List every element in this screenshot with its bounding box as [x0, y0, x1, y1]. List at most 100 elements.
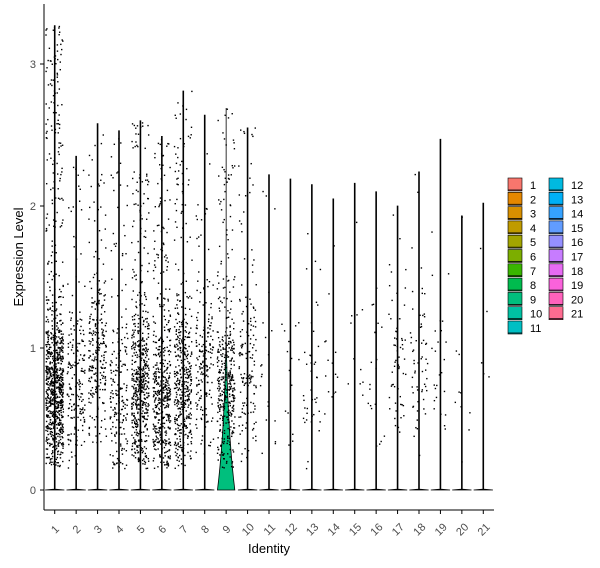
- data-point: [79, 410, 82, 413]
- data-point: [60, 401, 63, 403]
- data-point: [143, 304, 146, 306]
- data-point: [55, 301, 57, 304]
- data-point: [88, 397, 90, 400]
- data-point: [160, 272, 162, 274]
- data-point: [416, 419, 418, 421]
- data-point: [49, 431, 52, 433]
- data-point: [375, 358, 378, 361]
- data-point: [126, 404, 128, 407]
- data-point: [61, 261, 64, 263]
- data-point: [176, 293, 178, 295]
- data-point: [141, 316, 144, 319]
- data-point: [52, 421, 54, 423]
- data-point: [54, 378, 57, 380]
- data-point: [166, 467, 168, 469]
- data-point: [58, 127, 61, 129]
- data-point: [229, 371, 232, 374]
- data-point: [221, 466, 224, 468]
- data-point: [141, 391, 143, 393]
- data-point: [136, 399, 138, 402]
- data-point: [132, 147, 134, 149]
- violin-3: [87, 123, 108, 491]
- data-point: [78, 383, 80, 386]
- data-point: [229, 374, 231, 377]
- legend-key-17: [548, 249, 564, 263]
- data-point: [153, 426, 156, 428]
- data-point: [51, 362, 53, 364]
- data-point: [131, 316, 134, 318]
- data-point: [134, 443, 136, 445]
- data-point: [61, 167, 63, 170]
- data-point: [110, 249, 113, 252]
- data-point: [80, 392, 82, 395]
- data-point: [46, 408, 49, 410]
- data-point: [183, 393, 185, 396]
- data-point: [228, 380, 231, 382]
- data-point: [110, 428, 112, 430]
- data-point: [261, 373, 263, 376]
- data-point: [254, 309, 257, 311]
- data-point: [230, 308, 232, 310]
- data-point: [49, 383, 51, 385]
- data-point: [177, 177, 179, 179]
- data-point: [224, 364, 226, 367]
- data-point: [88, 434, 91, 436]
- data-point: [177, 416, 180, 418]
- data-point: [176, 386, 178, 389]
- data-point: [123, 224, 125, 227]
- data-point: [218, 371, 220, 374]
- data-point: [139, 393, 142, 395]
- data-point: [254, 127, 256, 129]
- data-point: [58, 142, 60, 144]
- data-point: [55, 260, 57, 263]
- data-point: [188, 432, 190, 434]
- data-point: [59, 330, 61, 332]
- data-point: [203, 353, 205, 355]
- data-point: [126, 384, 128, 387]
- data-point: [227, 375, 230, 377]
- data-point: [142, 310, 144, 312]
- data-point: [200, 389, 202, 392]
- data-point: [91, 370, 94, 372]
- data-point: [51, 443, 53, 445]
- data-point: [182, 407, 184, 409]
- data-point: [94, 331, 96, 333]
- data-point: [259, 384, 262, 387]
- data-point: [180, 362, 183, 364]
- data-point: [229, 334, 231, 337]
- data-point: [404, 339, 406, 341]
- data-point: [81, 400, 83, 403]
- data-point: [186, 415, 188, 417]
- data-point: [209, 344, 211, 347]
- data-point: [268, 291, 270, 294]
- data-point: [160, 402, 162, 404]
- data-point: [163, 256, 166, 258]
- data-point: [195, 402, 197, 404]
- data-point: [191, 259, 193, 261]
- data-point: [163, 227, 165, 230]
- data-point: [177, 382, 179, 385]
- data-point: [133, 318, 136, 321]
- data-point: [155, 431, 157, 433]
- data-point: [148, 369, 150, 371]
- data-point: [156, 253, 158, 256]
- data-point: [157, 389, 160, 392]
- data-point: [95, 250, 97, 253]
- data-point: [49, 428, 52, 430]
- data-point: [140, 390, 142, 393]
- data-point: [255, 386, 257, 389]
- data-point: [53, 424, 56, 427]
- data-point: [233, 398, 235, 400]
- data-point: [205, 421, 208, 423]
- data-point: [47, 393, 49, 395]
- data-point: [50, 79, 53, 81]
- data-point: [59, 355, 62, 357]
- data-point: [169, 393, 172, 395]
- data-point: [92, 441, 94, 443]
- data-point: [201, 439, 203, 442]
- data-point: [123, 448, 125, 450]
- data-point: [426, 362, 429, 365]
- data-point: [55, 309, 57, 312]
- data-point: [245, 296, 247, 299]
- data-point: [92, 367, 95, 369]
